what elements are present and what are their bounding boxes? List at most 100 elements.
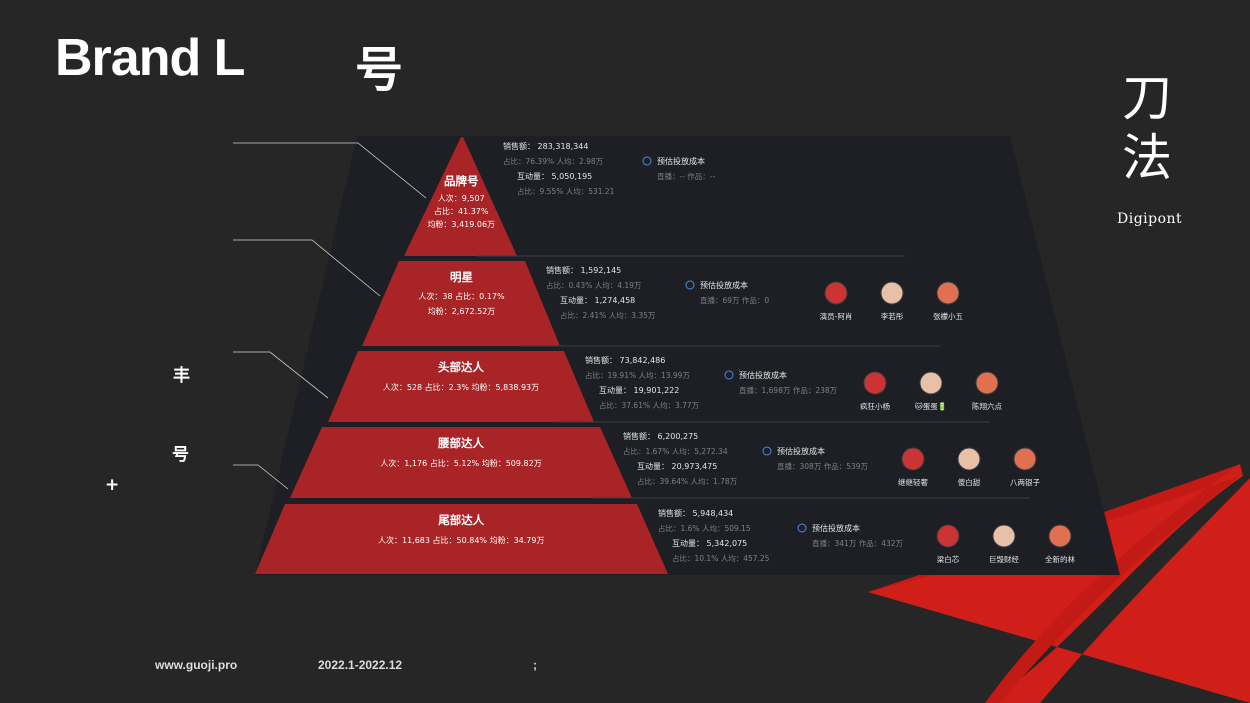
kol-avatar[interactable] xyxy=(880,281,904,305)
tier-interactions: 互动量： 20,973,475 xyxy=(637,461,717,471)
kol-name: 八两银子 xyxy=(1010,478,1040,487)
page-title-suffix: 号 xyxy=(355,42,404,98)
help-icon[interactable] xyxy=(797,523,807,533)
kol-name: 李若彤 xyxy=(881,311,904,321)
footer-mark: ; xyxy=(533,658,537,672)
kol-avatar[interactable] xyxy=(863,371,887,395)
tier-count: 人次：1,176 占比：5.12% 均粉：509.82万 xyxy=(380,458,541,468)
tier-name: 腰部达人 xyxy=(437,436,484,450)
tier-interactions-sub: 占比：39.64% 人均：1.78万 xyxy=(637,476,738,486)
tier-share: 占比：41.37% xyxy=(434,206,489,216)
tier-interactions: 互动量： 5,342,075 xyxy=(672,538,747,548)
tier-interactions: 互动量： 19,901,222 xyxy=(599,385,679,395)
tier-cost-label: 预估投放成本 xyxy=(739,370,787,380)
tier-name: 尾部达人 xyxy=(437,513,484,527)
tier-cost-label: 预估投放成本 xyxy=(700,280,748,290)
leader-line xyxy=(233,142,427,199)
tier-avg-fans: 均粉：2,672.52万 xyxy=(428,306,496,316)
tier-cost-sub: 直播：308万 作品：539万 xyxy=(777,461,869,471)
tier-name: 品牌号 xyxy=(444,174,479,188)
tier-sales-sub: 占比：1.6% 人均：509.15 xyxy=(658,523,751,533)
tier-interactions-sub: 占比：10.1% 人均：457.25 xyxy=(672,553,770,563)
tier-name: 明星 xyxy=(450,270,473,284)
logo-char-2: 法 xyxy=(1122,129,1172,187)
tier-band xyxy=(328,351,594,422)
tier-cost-label: 预估投放成本 xyxy=(777,446,825,456)
tier-sales-sub: 占比：76.39% 人均：2.98万 xyxy=(503,156,604,166)
side-label-plus: + xyxy=(105,475,120,495)
tier-avg-fans: 均粉：3,419.06万 xyxy=(427,219,495,229)
tier-band xyxy=(255,504,668,574)
kol-avatar[interactable] xyxy=(901,447,925,471)
tier-cost-label: 预估投放成本 xyxy=(657,156,705,166)
kol-name: 🐱蛋蛋🔋 xyxy=(915,402,947,411)
tier-cost-sub: 直播：-- 作品：-- xyxy=(657,171,716,181)
kol-avatar[interactable] xyxy=(957,447,981,471)
tier-band xyxy=(362,261,560,346)
tier-count: 人次：11,683 占比：50.84% 均粉：34.79万 xyxy=(378,535,544,545)
tier-sales-sub: 占比：0.43% 人均：4.19万 xyxy=(546,280,642,290)
logo-char-1: 刀 xyxy=(1122,69,1172,127)
tier-sales-sub: 占比：19.91% 人均：13.99万 xyxy=(585,370,690,380)
leader-line xyxy=(233,351,329,399)
tier-sales: 销售额： 6,200,275 xyxy=(623,431,698,441)
kol-name: 傻白甜 xyxy=(958,477,981,487)
footer-period: 2022.1-2022.12 xyxy=(318,658,403,672)
logo-wordmark: Digipont xyxy=(1117,211,1183,227)
help-icon[interactable] xyxy=(724,370,734,380)
kol-avatar[interactable] xyxy=(975,371,999,395)
tier-band xyxy=(404,137,517,256)
tier-sales: 销售额： 5,948,434 xyxy=(658,508,733,518)
tier-count: 人次：9,507 xyxy=(438,193,485,203)
kol-avatar[interactable] xyxy=(936,524,960,548)
help-icon[interactable] xyxy=(762,446,772,456)
tier-interactions-sub: 占比：2.41% 人均：3.35万 xyxy=(560,310,656,320)
kol-name: 陈翔六点 xyxy=(972,401,1002,411)
kol-avatar[interactable] xyxy=(936,281,960,305)
tier-cost-sub: 直播：1,698万 作品：238万 xyxy=(739,385,838,395)
page-title: Brand L xyxy=(55,29,245,87)
kol-name: 继继轻奢 xyxy=(898,477,928,487)
tier-count: 人次：528 占比：2.3% 均粉：5,838.93万 xyxy=(383,382,539,392)
leader-line xyxy=(233,464,289,490)
kol-name: 梁白芯 xyxy=(937,554,960,564)
tier-sales-sub: 占比：1.67% 人均：5,272.34 xyxy=(623,446,728,456)
tier-cost-sub: 直播：341万 作品：432万 xyxy=(812,538,904,548)
side-label-b: 号 xyxy=(172,445,189,465)
tier-sales: 销售额： 73,842,486 xyxy=(585,355,665,365)
tier-band xyxy=(290,427,632,498)
kol-avatar[interactable] xyxy=(992,524,1016,548)
tier-interactions-sub: 占比：9.55% 人均：531.21 xyxy=(517,186,615,196)
tier-cost-sub: 直播：69万 作品：0 xyxy=(700,295,769,305)
tier-cost-label: 预估投放成本 xyxy=(812,523,860,533)
kol-name: 演员-阿肖 xyxy=(820,311,853,321)
side-label-a: 丰 xyxy=(173,366,190,386)
tier-interactions: 互动量： 5,050,195 xyxy=(517,171,592,181)
footer-site: www.guoji.pro xyxy=(155,658,238,672)
leader-line xyxy=(233,239,381,297)
kol-name: 疯狂小杨 xyxy=(860,401,890,411)
kol-name: 全新的林 xyxy=(1045,554,1075,564)
tier-sales: 销售额： 283,318,344 xyxy=(503,141,588,151)
kol-avatar[interactable] xyxy=(824,281,848,305)
kol-avatar[interactable] xyxy=(919,371,943,395)
kol-name: 张檬小五 xyxy=(933,311,963,321)
brand-logo: 刀 法 xyxy=(1117,68,1177,188)
tier-interactions: 互动量： 1,274,458 xyxy=(560,295,635,305)
tier-interactions-sub: 占比：37.61% 人均：3.77万 xyxy=(599,400,700,410)
tier-name: 头部达人 xyxy=(438,360,484,374)
tier-count: 人次：38 占比：0.17% xyxy=(418,291,505,301)
tier-sales: 销售额： 1,592,145 xyxy=(546,265,621,275)
help-icon[interactable] xyxy=(685,280,695,290)
kol-avatar[interactable] xyxy=(1013,447,1037,471)
kol-avatar[interactable] xyxy=(1048,524,1072,548)
kol-name: 巨毁财经 xyxy=(989,554,1019,564)
help-icon[interactable] xyxy=(642,156,652,166)
